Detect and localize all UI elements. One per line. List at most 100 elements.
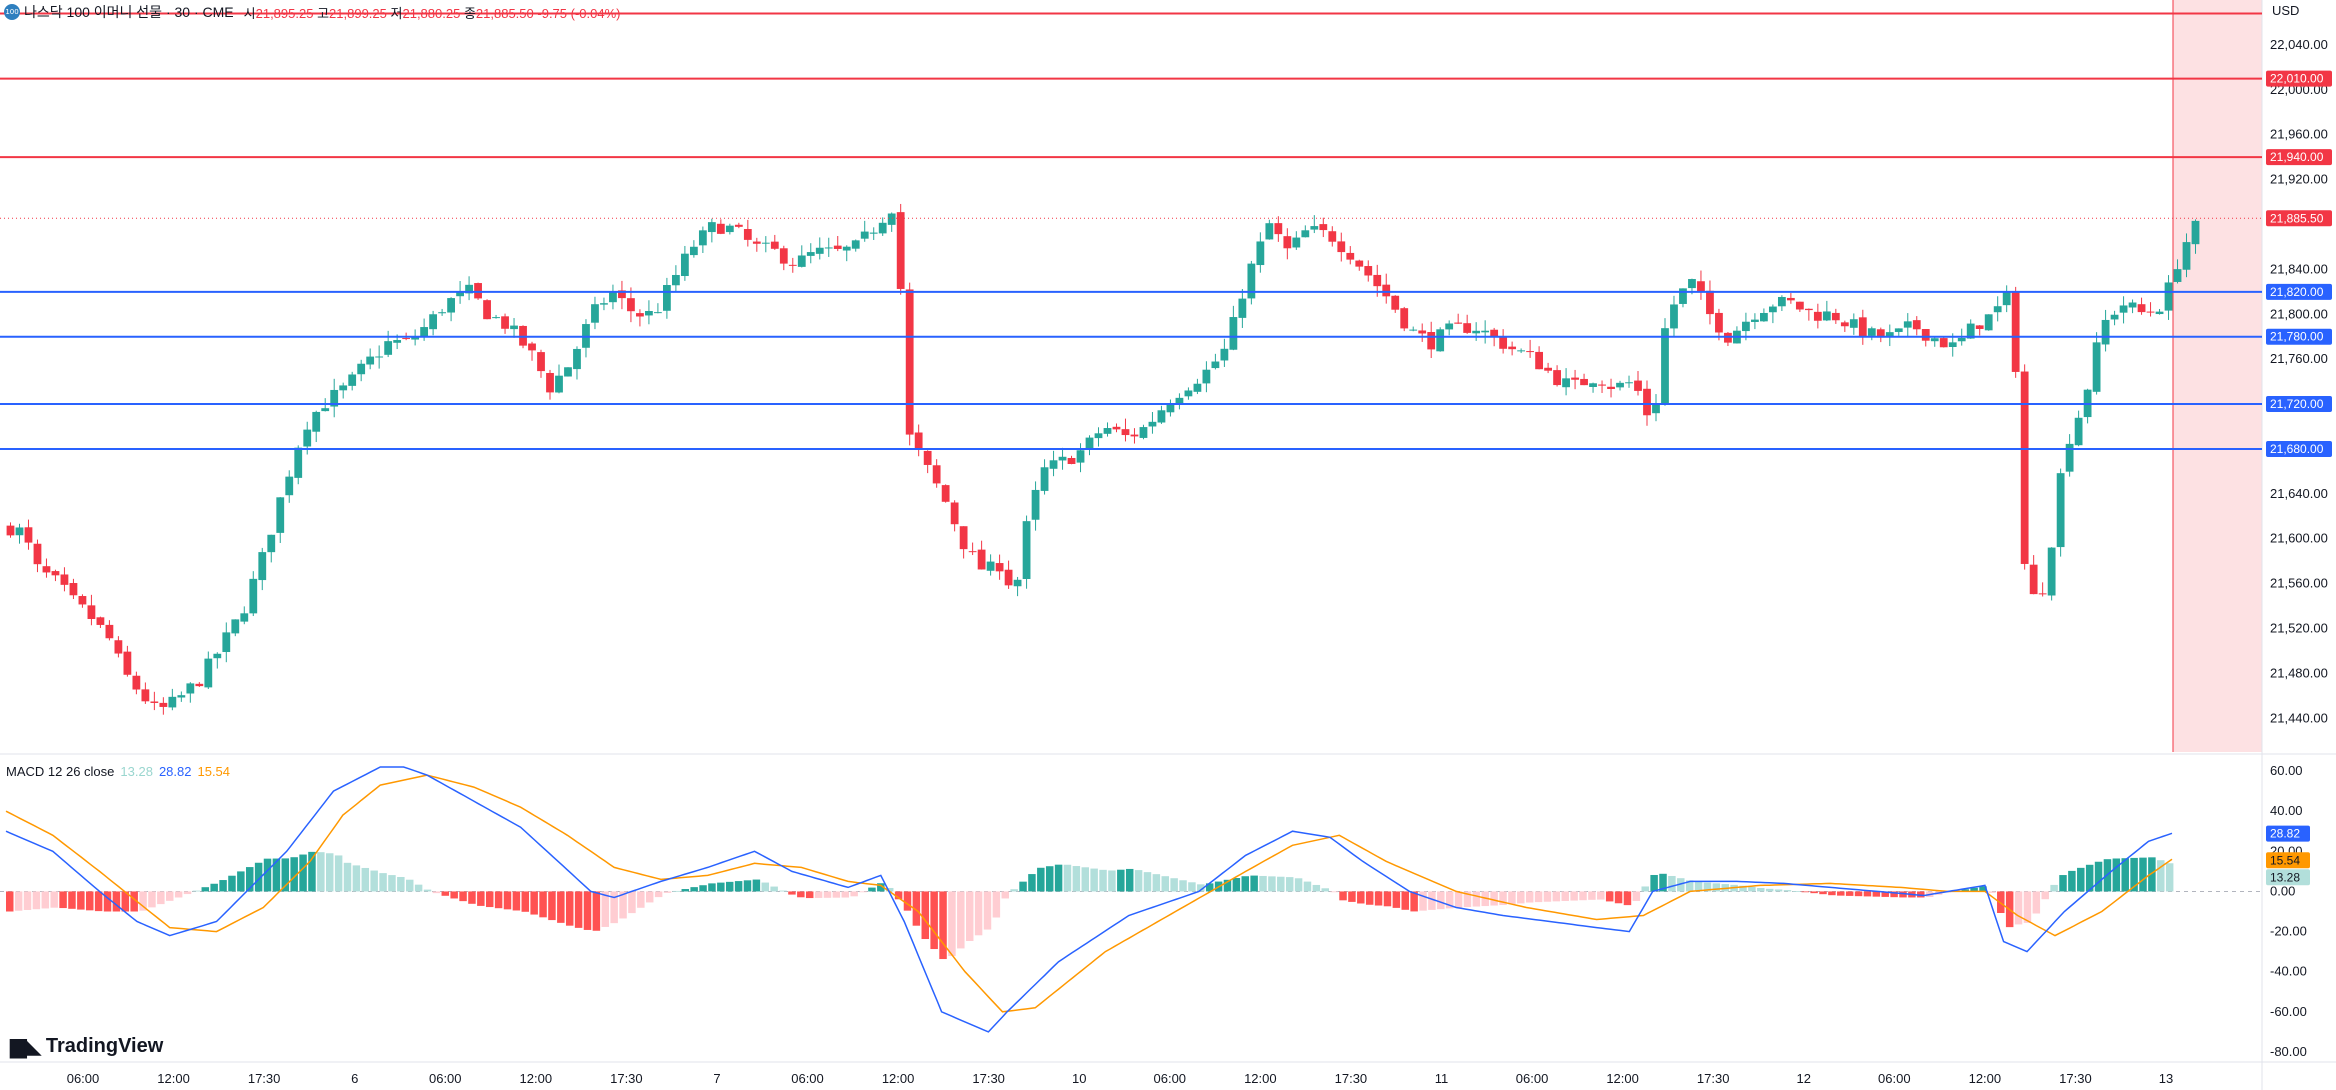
candle-body	[1184, 390, 1193, 397]
macd-histogram-bar	[254, 862, 263, 892]
macd-histogram-bar	[841, 891, 850, 898]
candle-body	[411, 336, 420, 340]
macd-histogram-bar	[2041, 891, 2049, 900]
candle-body	[69, 583, 78, 596]
macd-histogram-bar	[228, 875, 236, 892]
candle-body	[1193, 383, 1202, 392]
low-label: 저	[390, 5, 403, 21]
candle-body	[1661, 328, 1669, 404]
macd-histogram-bar	[157, 891, 165, 905]
candle-body	[1283, 236, 1292, 249]
candle-body	[591, 304, 599, 323]
highlight-zone	[2173, 0, 2262, 752]
candle-body	[977, 549, 986, 570]
candle-body	[1310, 226, 1319, 230]
macd-histogram-bar	[1757, 888, 1765, 892]
macd-histogram-bar	[539, 891, 547, 918]
macd-histogram-bar	[1881, 891, 1889, 897]
macd-histogram-bar	[121, 891, 130, 912]
candle-body	[645, 310, 653, 316]
macd-histogram-bar	[939, 891, 947, 960]
candle-body	[1876, 329, 1885, 338]
candle-body	[2074, 417, 2083, 446]
candle-body	[887, 213, 896, 225]
macd-histogram-bar	[2148, 857, 2156, 892]
candle-body	[654, 312, 662, 314]
price-tick-label: 22,040.00	[2270, 37, 2328, 52]
candle-body	[420, 327, 429, 337]
macd-histogram-bar	[921, 891, 930, 940]
macd-histogram-bar	[788, 891, 796, 895]
candle-body	[1571, 377, 1579, 380]
macd-histogram-bar	[85, 891, 94, 911]
candle-body	[1688, 279, 1696, 289]
macd-histogram-bar	[1348, 891, 1356, 902]
candle-body	[618, 290, 626, 299]
candle-body	[1670, 304, 1678, 329]
candle-body	[2182, 242, 2191, 270]
macd-histogram-bar	[1668, 875, 1676, 892]
macd-histogram-bar	[823, 891, 832, 898]
candle-body	[159, 702, 168, 707]
candle-body	[2110, 314, 2119, 320]
time-tick-label: 10	[1072, 1071, 1086, 1086]
symbol-title[interactable]: 나스닥 100 이머니 선물 · 30 · CME	[24, 4, 234, 20]
macd-title[interactable]: MACD 12 26 close	[6, 764, 115, 779]
candle-body	[2101, 319, 2110, 345]
macd-histogram-bar	[1294, 878, 1303, 892]
candle-body	[1517, 350, 1526, 352]
macd-histogram-bar	[1170, 878, 1178, 892]
time-tick-label: 06:00	[429, 1071, 462, 1086]
macd-histogram-bar	[1783, 890, 1792, 892]
macd-histogram-bar	[59, 891, 67, 909]
candle-body	[1202, 369, 1211, 384]
candle-body	[492, 317, 500, 319]
candle-body	[842, 246, 851, 251]
time-tick-label: 06:00	[791, 1071, 824, 1086]
macd-histogram-bar	[1837, 891, 1845, 896]
candle-body	[609, 292, 617, 303]
candle-body	[671, 274, 680, 286]
macd-histogram-bar	[1303, 881, 1312, 892]
low-value: 21,880.25	[402, 5, 461, 21]
candle-body	[914, 432, 923, 450]
macd-histogram-bar	[1277, 876, 1285, 892]
macd-histogram-bar	[512, 891, 521, 911]
candle-body	[15, 527, 24, 536]
macd-histogram-bar	[583, 891, 592, 930]
macd-histogram-bar	[308, 851, 316, 892]
macd-histogram-bar	[663, 891, 672, 893]
macd-histogram-bar	[743, 880, 752, 892]
macd-histogram-bar	[1605, 891, 1614, 902]
macd-histogram-bar	[317, 852, 325, 892]
macd-histogram-bar	[1623, 891, 1632, 906]
macd-histogram-bar	[459, 891, 467, 902]
macd-histogram-bar	[1223, 879, 1232, 892]
candle-body	[528, 343, 536, 351]
tradingview-logo[interactable]: ▆◣ TradingView	[10, 1034, 163, 1059]
macd-histogram-bar	[1285, 877, 1294, 892]
macd-histogram-bar	[299, 854, 307, 892]
macd-histogram-bar	[708, 883, 716, 892]
price-tick-label: 21,600.00	[2270, 531, 2328, 546]
macd-histogram-bar	[1863, 891, 1872, 897]
candle-body	[707, 222, 716, 233]
candle-body	[2164, 282, 2173, 311]
time-tick-label: 12	[1797, 1071, 1811, 1086]
macd-histogram-bar	[503, 891, 512, 910]
macd-histogram-bar	[1588, 891, 1596, 900]
macd-value-tag	[2266, 825, 2310, 842]
candle-body	[429, 314, 438, 330]
macd-histogram-bar	[1241, 876, 1249, 892]
symbol-icon[interactable]: 100	[4, 4, 20, 20]
macd-histogram-bar	[2068, 870, 2076, 892]
price-level-tag-label: 21,820.00	[2270, 285, 2324, 299]
candle-body	[1616, 382, 1624, 388]
candle-body	[1912, 320, 1921, 330]
macd-histogram-bar	[201, 887, 210, 892]
macd-histogram-bar	[14, 891, 23, 911]
candle-body	[1013, 579, 1022, 587]
candle-body	[1849, 319, 1858, 328]
time-tick-label: 12:00	[1244, 1071, 1277, 1086]
